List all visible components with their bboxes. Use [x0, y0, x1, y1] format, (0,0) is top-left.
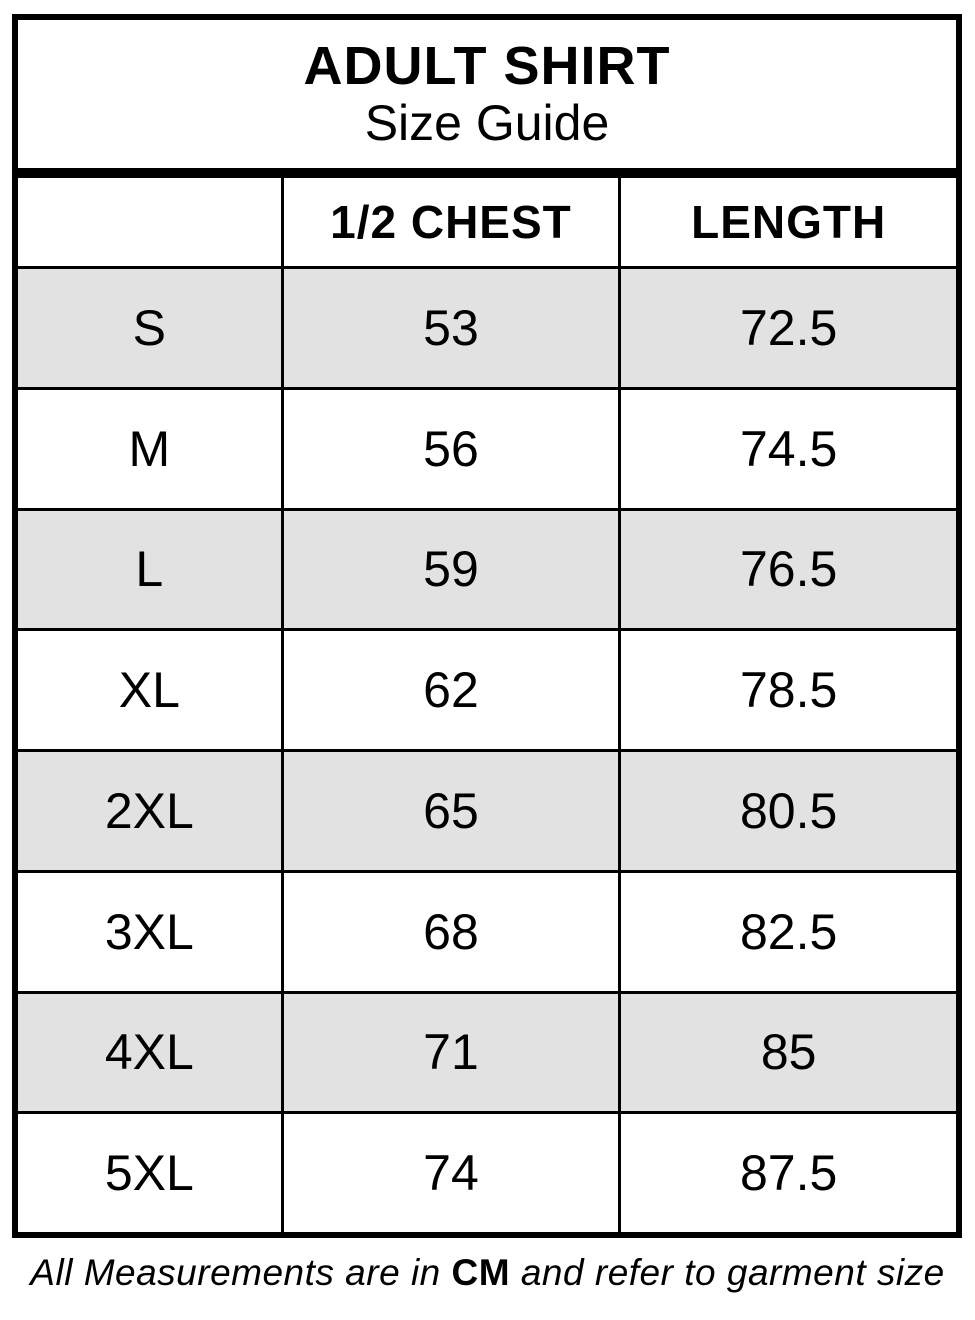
chest-cell: 59: [280, 510, 619, 629]
chest-cell: 74: [280, 1114, 619, 1232]
header-cell-length: LENGTH: [618, 178, 956, 266]
table-row: 5XL 74 87.5: [18, 1114, 956, 1232]
length-cell: 80.5: [618, 752, 956, 870]
size-cell: XL: [118, 662, 180, 719]
measurement-note: All Measurements are in CM and refer to …: [0, 1252, 975, 1294]
table-row: 2XL 65 80.5: [18, 752, 956, 873]
table-row: XL 62 78.5: [18, 631, 956, 752]
size-cell: 5XL: [104, 1145, 194, 1202]
table-row: S 53 72.5: [18, 269, 956, 390]
table-row: L 59 76.5: [18, 510, 956, 632]
length-cell: 74.5: [618, 389, 956, 508]
title-main: ADULT SHIRT: [303, 35, 671, 96]
note-suffix: and refer to garment size: [510, 1252, 945, 1293]
size-cell: 3XL: [104, 903, 194, 960]
table-row: 3XL 68 82.5: [18, 872, 956, 994]
size-cell: 4XL: [104, 1024, 194, 1081]
chest-cell: 68: [280, 872, 619, 991]
length-cell: 78.5: [618, 631, 956, 749]
table-row: 4XL 71 85: [18, 993, 956, 1115]
table-row: M 56 74.5: [18, 389, 956, 511]
note-prefix: All Measurements are in: [30, 1252, 452, 1293]
size-guide-table: ADULT SHIRT Size Guide 1/2 CHEST LENGTH …: [12, 14, 962, 1238]
length-cell: 85: [618, 993, 956, 1112]
note-unit: CM: [451, 1252, 511, 1293]
chest-cell: 65: [280, 752, 619, 870]
size-cell: L: [135, 541, 164, 598]
table-title: ADULT SHIRT Size Guide: [18, 20, 956, 178]
header-cell-empty: [18, 178, 281, 266]
size-cell: 2XL: [104, 782, 194, 839]
size-cell: M: [128, 420, 171, 477]
chest-cell: 71: [280, 993, 619, 1112]
length-cell: 72.5: [618, 269, 956, 387]
table-header-row: 1/2 CHEST LENGTH: [18, 178, 956, 269]
header-cell-chest: 1/2 CHEST: [280, 178, 619, 266]
length-cell: 87.5: [618, 1114, 956, 1232]
chest-cell: 53: [280, 269, 619, 387]
chest-cell: 56: [280, 389, 619, 508]
chest-cell: 62: [280, 631, 619, 749]
title-subtitle: Size Guide: [364, 95, 610, 152]
length-cell: 76.5: [618, 510, 956, 629]
length-cell: 82.5: [618, 872, 956, 991]
size-cell: S: [132, 299, 166, 356]
